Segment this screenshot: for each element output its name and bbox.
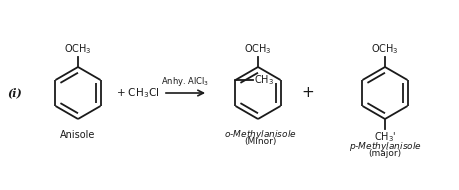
- Text: $o$-Methylanisole: $o$-Methylanisole: [223, 128, 296, 141]
- Text: (i): (i): [7, 88, 22, 98]
- Text: OCH$_3$: OCH$_3$: [64, 42, 92, 56]
- Text: Anhy. AlCl$_3$: Anhy. AlCl$_3$: [161, 75, 209, 88]
- Text: (Minor): (Minor): [243, 137, 275, 146]
- Text: (major): (major): [368, 149, 401, 158]
- Text: OCH$_3$: OCH$_3$: [370, 42, 398, 56]
- Text: OCH$_3$: OCH$_3$: [244, 42, 271, 56]
- Text: CH$_3$': CH$_3$': [373, 130, 395, 144]
- Text: Anisole: Anisole: [60, 130, 95, 140]
- Text: CH$_3$: CH$_3$: [254, 73, 274, 87]
- Text: $p$-Methylanisole: $p$-Methylanisole: [348, 140, 420, 153]
- Text: $+$: $+$: [301, 86, 314, 101]
- Text: $+$ CH$_3$Cl: $+$ CH$_3$Cl: [116, 86, 159, 100]
